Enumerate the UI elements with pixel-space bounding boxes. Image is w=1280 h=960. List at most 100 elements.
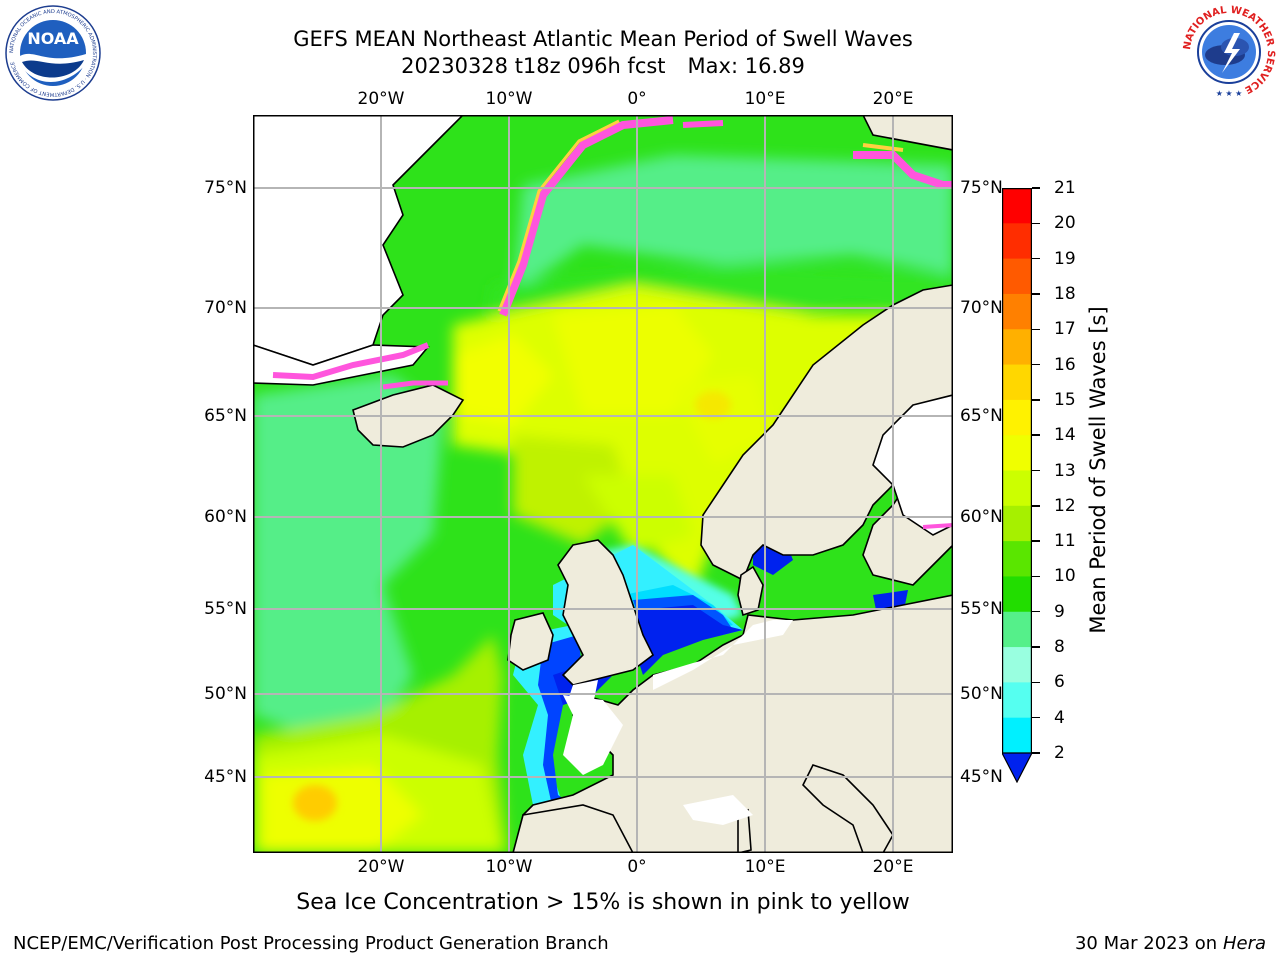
lat-label-left-45n: 45°N bbox=[204, 767, 247, 787]
colorbar-segment bbox=[1002, 258, 1032, 295]
lon-label-top-10e: 10°E bbox=[744, 89, 786, 109]
colorbar-tick-mark bbox=[1032, 257, 1040, 260]
map-frame bbox=[253, 115, 953, 853]
footer-date-text: 30 Mar 2023 on bbox=[1074, 933, 1218, 954]
colorbar-tick-label: 2 bbox=[1054, 743, 1065, 763]
landmasses bbox=[253, 115, 953, 853]
swell-max-spot bbox=[293, 785, 337, 821]
lat-label-right-60n: 60°N bbox=[960, 507, 1003, 527]
colorbar-extend-arrow bbox=[1002, 752, 1032, 783]
footer-credit: NCEP/EMC/Verification Post Processing Pr… bbox=[13, 933, 609, 954]
lat-label-left-65n: 65°N bbox=[204, 406, 247, 426]
colorbar-segment bbox=[1002, 188, 1032, 224]
svg-text:★ ★ ★: ★ ★ ★ bbox=[1216, 89, 1243, 98]
lat-label-right-75n: 75°N bbox=[960, 178, 1003, 198]
map-title: GEFS MEAN Northeast Atlantic Mean Period… bbox=[293, 27, 913, 51]
colorbar-tick-mark bbox=[1032, 752, 1040, 754]
lon-label-top-20w: 20°W bbox=[357, 89, 405, 109]
colorbar-segment bbox=[1002, 293, 1032, 330]
ireland bbox=[507, 612, 554, 671]
colorbar-tick-label: 17 bbox=[1054, 319, 1076, 340]
colorbar-tick-mark bbox=[1032, 611, 1040, 613]
colorbar-tick-label: 14 bbox=[1054, 425, 1076, 446]
colorbar-tick-label: 20 bbox=[1054, 213, 1076, 234]
colorbar-tick-label: 4 bbox=[1054, 707, 1065, 728]
colorbar-segment bbox=[1002, 399, 1032, 436]
colorbar-tick-mark bbox=[1032, 293, 1040, 295]
colorbar-tick-label: 13 bbox=[1054, 460, 1076, 481]
colorbar-segment bbox=[1002, 611, 1032, 648]
map-panel bbox=[253, 115, 953, 853]
colorbar-segment bbox=[1002, 717, 1032, 754]
forecast-run: 20230328 t18z 096h fcst bbox=[401, 54, 666, 78]
colorbar-tick-label: 21 bbox=[1054, 178, 1076, 198]
colorbar-segment bbox=[1002, 682, 1032, 719]
colorbar-segment bbox=[1002, 576, 1032, 613]
colorbar-tick-mark bbox=[1032, 434, 1040, 436]
nws-logo: NATIONAL WEATHER SERVICE ★ ★ ★ bbox=[1182, 5, 1276, 99]
iberia bbox=[512, 804, 634, 853]
colorbar-tick-label: 10 bbox=[1054, 566, 1076, 587]
colorbar-segment bbox=[1002, 329, 1032, 366]
footer-date: 30 Mar 2023 on Hera bbox=[1075, 933, 1266, 954]
svalbard bbox=[862, 115, 953, 151]
lon-label-bottom-20w: 20°W bbox=[357, 857, 405, 877]
colorbar-tick-mark bbox=[1032, 363, 1040, 366]
colorbar-tick-mark bbox=[1032, 681, 1040, 684]
lon-label-bottom-10e: 10°E bbox=[744, 857, 786, 877]
colorbar-tick-label: 11 bbox=[1054, 531, 1076, 552]
sea-ice-edge bbox=[272, 116, 953, 529]
lon-label-bottom-10w: 10°W bbox=[485, 857, 533, 877]
colorbar-tick-label: 12 bbox=[1054, 495, 1076, 516]
lat-label-left-60n: 60°N bbox=[204, 507, 247, 527]
lat-label-left-55n: 55°N bbox=[204, 599, 247, 619]
colorbar-segment bbox=[1002, 647, 1032, 683]
colorbar-tick-label: 9 bbox=[1054, 601, 1065, 622]
graticule bbox=[253, 115, 953, 853]
italy bbox=[802, 764, 894, 853]
noaa-logo: NOAA NATIONAL OCEANIC AND ATMOSPHERIC AD… bbox=[5, 5, 101, 101]
colorbar-tick-mark bbox=[1032, 187, 1040, 189]
colorbar-tick-label: 16 bbox=[1054, 354, 1076, 375]
colorbar-segment bbox=[1002, 470, 1032, 507]
no-data-areas bbox=[563, 620, 793, 825]
colorbar-tick-mark bbox=[1032, 222, 1040, 224]
colorbar-label: Mean Period of Swell Waves [s] bbox=[1086, 306, 1110, 634]
lat-label-right-55n: 55°N bbox=[960, 599, 1003, 619]
lon-label-bottom-0: 0° bbox=[627, 857, 647, 877]
colorbar-tick-label: 15 bbox=[1054, 389, 1076, 410]
colorbar-tick-mark bbox=[1032, 469, 1040, 472]
colorbar-segment bbox=[1002, 364, 1032, 401]
colorbar-segment bbox=[1002, 541, 1032, 577]
map-subtitle: 20230328 t18z 096h fcst Max: 16.89 bbox=[0, 54, 1206, 78]
colorbar-tick-label: 18 bbox=[1054, 283, 1076, 304]
lat-label-right-45n: 45°N bbox=[960, 767, 1003, 787]
lat-label-right-50n: 50°N bbox=[960, 684, 1003, 704]
swell-field bbox=[253, 155, 953, 853]
lon-label-bottom-20e: 20°E bbox=[872, 857, 914, 877]
colorbar-tick-label: 8 bbox=[1054, 637, 1065, 658]
colorbar-tick-mark bbox=[1032, 399, 1040, 401]
colorbar-tick-mark bbox=[1032, 328, 1040, 330]
sea-ice-note: Sea Ice Concentration > 15% is shown in … bbox=[296, 890, 910, 915]
lat-label-right-65n: 65°N bbox=[960, 406, 1003, 426]
footer-machine: Hera bbox=[1222, 933, 1266, 954]
lat-label-right-70n: 70°N bbox=[960, 298, 1003, 318]
colorbar-tick-mark bbox=[1032, 540, 1040, 542]
max-value: Max: 16.89 bbox=[687, 54, 805, 78]
colorbar-tick-label: 19 bbox=[1054, 248, 1076, 269]
great-britain bbox=[557, 539, 655, 686]
lon-label-top-0: 0° bbox=[627, 89, 647, 109]
colorbar-segment bbox=[1002, 223, 1032, 260]
lat-label-left-50n: 50°N bbox=[204, 684, 247, 704]
lon-label-top-20e: 20°E bbox=[872, 89, 914, 109]
lat-label-left-75n: 75°N bbox=[204, 178, 247, 198]
colorbar-tick-mark bbox=[1032, 716, 1040, 719]
colorbar-segment bbox=[1002, 435, 1032, 471]
lon-label-top-10w: 10°W bbox=[485, 89, 533, 109]
colorbar-segment bbox=[1002, 505, 1032, 542]
colorbar bbox=[1002, 188, 1032, 783]
colorbar-tick-mark bbox=[1032, 505, 1040, 507]
noaa-logo-text: NOAA bbox=[27, 29, 79, 48]
colorbar-tick-mark bbox=[1032, 575, 1040, 578]
